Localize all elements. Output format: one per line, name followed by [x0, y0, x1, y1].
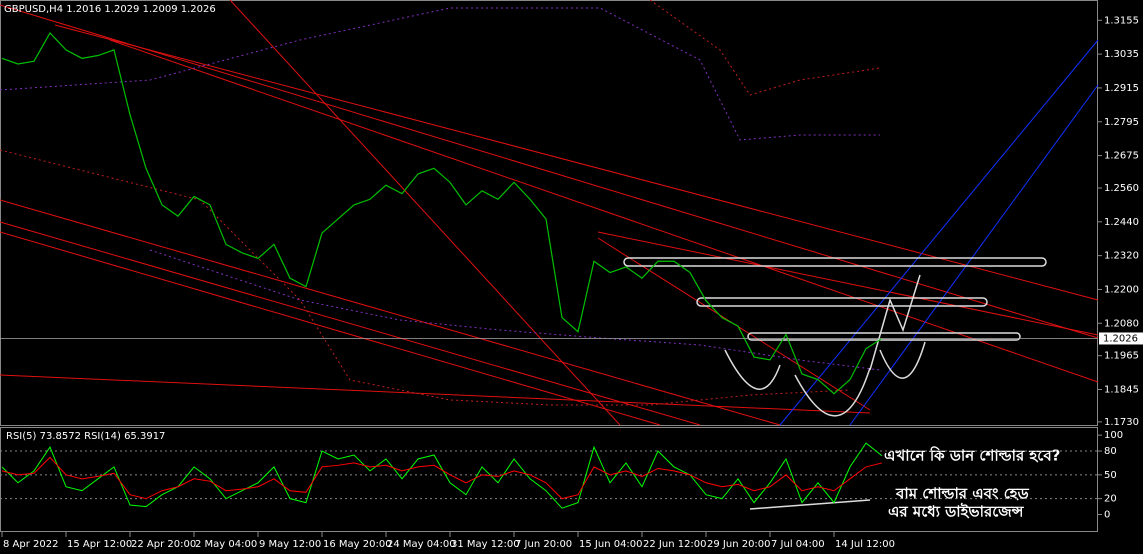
y-tick-label: 1.2795 — [1104, 117, 1139, 128]
last-price-box — [1099, 332, 1143, 345]
y-tick-label: 1.1965 — [1104, 351, 1139, 362]
level-box — [747, 332, 1021, 341]
y-tick-label: 1.1730 — [1104, 417, 1139, 428]
annotation: এর মধ্যে ডাইভারজেন্স — [888, 502, 1025, 521]
rsi-line — [1, 456, 883, 500]
x-tick-label: 31 May 12:00 — [451, 539, 520, 550]
upper-band-2 — [649, 0, 881, 96]
price-line — [1, 31, 883, 395]
divergence-line — [749, 499, 871, 510]
trend-line — [0, 374, 871, 414]
trend-lines — [0, 0, 1099, 426]
x-tick-label: 16 May 20:00 — [323, 539, 392, 550]
x-tick-label: 8 Apr 2022 — [3, 539, 58, 550]
x-tick-label: 14 Jul 12:00 — [835, 539, 895, 550]
shoulder-arc — [879, 341, 926, 379]
x-tick-label: 22 Jun 12:00 — [643, 539, 707, 550]
y-tick-label: 1.3035 — [1104, 49, 1139, 60]
y-tick-label: 20 — [1104, 494, 1117, 505]
y-tick-label: 1.2200 — [1104, 284, 1139, 295]
trend-line — [0, 4, 1099, 339]
x-tick-label: 9 May 12:00 — [259, 539, 321, 550]
bands — [0, 0, 881, 406]
y-tick-label: 80 — [1104, 446, 1117, 457]
y-tick-label: 1.1845 — [1104, 384, 1139, 395]
rsi-panel-frame — [0, 427, 1098, 532]
mid-band — [149, 249, 881, 371]
channel-line — [779, 39, 1099, 426]
y-tick-label: 1.2080 — [1104, 318, 1139, 329]
y-tick-label: 1.2675 — [1104, 151, 1139, 162]
lower-band — [0, 149, 851, 406]
trend-line — [0, 221, 701, 426]
annotation: বাম শোল্ডার এবং হেড — [895, 485, 1030, 503]
upper-band — [0, 7, 880, 141]
trend-line — [0, 199, 781, 426]
channel-line — [849, 84, 1099, 426]
x-tick-label: 15 Apr 12:00 — [67, 539, 132, 550]
trend-line — [54, 24, 1099, 301]
shoulder-arc — [724, 349, 781, 390]
level-box — [696, 297, 988, 307]
y-tick-label: 1.2320 — [1104, 251, 1139, 262]
y-tick-label: 1.2560 — [1104, 183, 1139, 194]
x-tick-label: 15 Jun 04:00 — [579, 539, 643, 550]
head-arc — [794, 367, 871, 417]
y-tick-label: 1.2915 — [1104, 83, 1139, 94]
level-box — [623, 257, 1047, 267]
trend-line — [597, 231, 1099, 336]
x-tick-label: 29 Jun 20:00 — [707, 539, 771, 550]
x-tick-label: 2 May 04:00 — [195, 539, 257, 550]
chart-title: GBPUSD,H4 1.2016 1.2029 1.2009 1.2026 — [4, 4, 216, 15]
y-tick-label: 100 — [1104, 430, 1123, 441]
price-panel-frame — [0, 0, 1098, 426]
trend-line — [109, 39, 1099, 383]
y-tick-label: 1.2440 — [1104, 217, 1139, 228]
projection — [869, 274, 921, 371]
y-tick-label: 0 — [1104, 510, 1110, 521]
x-tick-label: 24 May 04:00 — [387, 539, 456, 550]
x-tick-label: 22 Apr 20:00 — [131, 539, 196, 550]
trend-line — [229, 0, 621, 426]
trend-line — [0, 231, 661, 426]
y-tick-label: 1.3155 — [1104, 15, 1139, 26]
last-price-label: 1.2026 — [1103, 333, 1138, 344]
annotation: এখানে কি ডান শোল্ডার হবে? — [884, 446, 1060, 465]
rsi-line — [1, 442, 883, 509]
levels — [623, 257, 1047, 510]
y-tick-label: 50 — [1104, 470, 1117, 481]
x-tick-label: 7 Jul 04:00 — [771, 539, 825, 550]
x-tick-label: 7 Jun 20:00 — [515, 539, 572, 550]
rsi-title: RSI(5) 73.8572 RSI(14) 65.3917 — [6, 431, 165, 442]
